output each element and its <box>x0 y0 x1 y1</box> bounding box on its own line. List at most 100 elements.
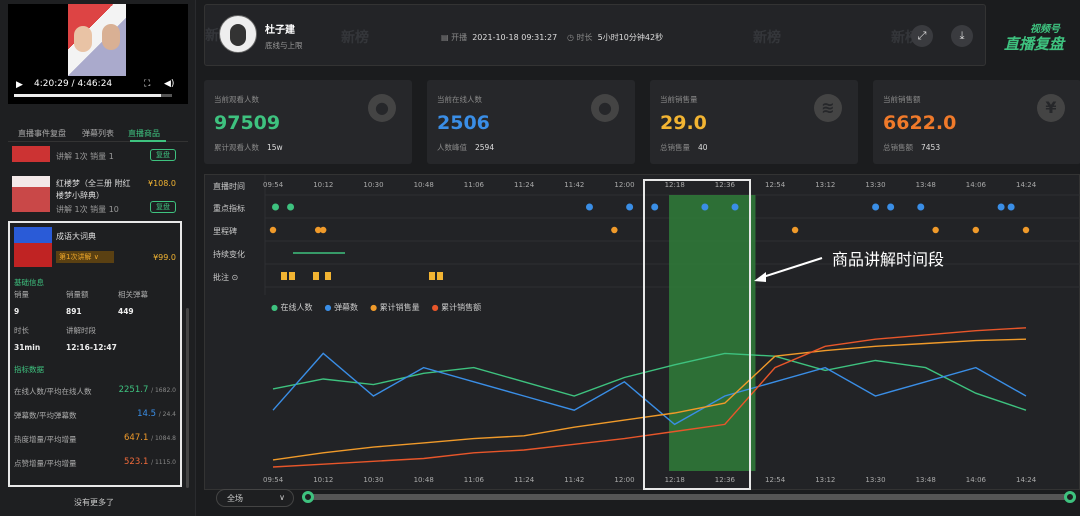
axis-tick-label: 11:06 <box>463 476 484 484</box>
key-metric-marker <box>651 203 659 211</box>
milestone-marker <box>320 226 327 234</box>
fullscreen-button[interactable]: ⤢ <box>911 25 933 47</box>
video-frame <box>68 4 126 76</box>
legend-item[interactable]: ● 弹幕数 <box>324 303 359 312</box>
header-bar: 新榜 新榜 新榜 新榜 杜子建 底线与上限 ▤ 开播 2021-10-18 09… <box>204 4 986 66</box>
row-label-changes: 持续变化 <box>213 250 245 259</box>
fullscreen-icon[interactable]: ⛶ <box>144 79 151 89</box>
annotation-label: 商品讲解时间段 <box>832 250 945 269</box>
axis-tick-label: 13:12 <box>815 181 836 189</box>
replay-button[interactable]: 复盘 <box>150 149 176 161</box>
legend-item[interactable]: ● 累计销售额 <box>431 303 482 312</box>
key-metric-marker <box>287 203 295 211</box>
video-player[interactable]: ▶ 4:20:29 / 4:46:24 ⛶ ◀) <box>8 4 188 104</box>
left-scrollbar[interactable] <box>186 308 189 488</box>
milestone-marker <box>972 226 979 234</box>
avatar <box>219 15 257 53</box>
axis-tick-label: 11:42 <box>564 181 585 189</box>
metrics-title: 指标数据 <box>14 365 44 374</box>
axis-tick-label: 14:06 <box>965 476 986 484</box>
axis-tick-label: 10:48 <box>413 476 434 484</box>
milestone-marker <box>932 226 939 234</box>
download-button[interactable]: ⤓ <box>951 25 973 47</box>
legend-item[interactable]: ● 累计销售量 <box>370 303 420 312</box>
key-metric-marker <box>731 203 739 211</box>
milestone-marker <box>269 226 277 234</box>
highlight-band <box>669 195 756 471</box>
session-select[interactable]: 第1次讲解 ∨ <box>56 251 114 263</box>
volume-icon[interactable]: ◀) <box>164 79 175 89</box>
product-item[interactable]: 讲解 1次 销量 1 复盘 <box>12 146 178 164</box>
start-time: ▤ 开播 2021-10-18 09:31:27 <box>441 33 558 42</box>
key-metric-marker <box>701 203 709 211</box>
axis-tick-label: 12:54 <box>765 476 786 484</box>
left-panel: ▶ 4:20:29 / 4:46:24 ⛶ ◀) 直播事件复盘 弹幕列表 直播商… <box>0 0 196 516</box>
axis-tick-label: 10:12 <box>313 476 334 484</box>
key-metric-marker <box>997 203 1005 211</box>
chart-legend: ● 在线人数 ● 弹幕数 ● 累计销售量 ● 累计销售额 <box>271 302 493 313</box>
note-flag <box>281 272 287 280</box>
axis-tick-label: 12:00 <box>614 476 635 484</box>
stack-icon: ≋ <box>814 94 842 122</box>
key-metric-marker <box>872 203 880 211</box>
milestone-marker <box>791 226 799 234</box>
annotation-arrow <box>754 257 823 282</box>
key-metric-marker <box>887 203 895 211</box>
range-slider[interactable] <box>302 491 1076 503</box>
milestone-marker <box>314 226 322 234</box>
selected-product-card: 成语大词典 第1次讲解 ∨ ¥99.0 基础信息 销量 9 销量额 891 相关弹幕… <box>8 221 182 487</box>
watermark: 新榜 <box>341 30 369 46</box>
axis-tick-label: 12:18 <box>664 181 685 189</box>
stat-card-sales-count: 当前销售量 29.0 总销售量 40 ≋ <box>650 80 858 164</box>
range-start-handle[interactable] <box>302 491 314 503</box>
chevron-down-icon: ∨ <box>279 493 285 502</box>
user-icon: ● <box>368 94 396 122</box>
metric-heat: 热度增量/平均增量 647.1 / 1084.8 <box>14 433 176 444</box>
range-end-handle[interactable] <box>1064 491 1076 503</box>
axis-tick-label: 12:18 <box>664 476 685 484</box>
axis-tick-label: 13:12 <box>815 476 836 484</box>
streamer-subtitle: 底线与上限 <box>265 41 303 50</box>
player-time: 4:20:29 / 4:46:24 <box>34 79 113 89</box>
player-progress[interactable] <box>14 94 172 97</box>
note-flag <box>437 272 443 280</box>
axis-tick-label: 13:30 <box>865 476 886 484</box>
range-select[interactable]: 全场 ∨ <box>216 489 294 507</box>
note-flag <box>325 272 331 280</box>
basic-info-title: 基础信息 <box>14 278 44 287</box>
axis-tick-label: 12:36 <box>714 181 735 189</box>
user-icon: ● <box>591 94 619 122</box>
axis-tick-label: 11:24 <box>514 181 535 189</box>
tab-danmaku[interactable]: 弹幕列表 <box>82 129 114 138</box>
basic-duration: 时长 31min <box>14 326 41 352</box>
axis-tick-label: 11:42 <box>564 476 585 484</box>
product-price: ¥108.0 <box>148 179 176 188</box>
stat-card-sales-amount: 当前销售额 6622.0 总销售额 7453 ¥ <box>873 80 1080 164</box>
duration: ◷ 时长 5小时10分钟42秒 <box>567 33 664 42</box>
replay-button[interactable]: 复盘 <box>150 201 176 213</box>
timeline-chart: 直播时间 重点指标 里程碑 持续变化 批注 ⊙ ● 在线人数 ● 弹幕数 ● 累计销… <box>204 174 1080 490</box>
key-metric-marker <box>626 203 634 211</box>
note-flag <box>429 272 435 280</box>
row-label-notes[interactable]: 批注 ⊙ <box>213 273 239 282</box>
chart-canvas <box>264 175 1080 471</box>
key-metric-marker <box>272 203 280 211</box>
axis-tick-label: 13:48 <box>915 181 936 189</box>
axis-tick-label: 11:06 <box>463 181 484 189</box>
stat-card-online: 当前在线人数 2506 人数峰值 2594 ● <box>427 80 635 164</box>
product-name: 成语大词典 <box>56 232 96 241</box>
axis-tick-label: 09:54 <box>263 476 284 484</box>
product-thumbnail <box>12 176 50 212</box>
key-metric-marker <box>585 203 593 211</box>
series-line <box>272 327 1027 468</box>
key-metric-marker <box>1007 203 1015 211</box>
basic-session-range: 讲解时段 12:16-12:47 <box>66 326 117 352</box>
row-label-milestones: 里程碑 <box>213 227 237 236</box>
play-icon[interactable]: ▶ <box>16 80 23 90</box>
product-item[interactable]: 红楼梦（全三册 附红楼梦小辞典） ¥108.0 讲解 1次 销量 10 复盘 <box>12 176 178 216</box>
legend-item[interactable]: ● 在线人数 <box>271 303 313 312</box>
stat-card-viewers: 当前观看人数 97509 当前观看人数累计观看人数15w ● <box>204 80 412 164</box>
watermark: 新榜 <box>753 30 781 46</box>
tab-events[interactable]: 直播事件复盘 <box>18 129 66 138</box>
tab-products[interactable]: 直播商品 <box>128 129 160 138</box>
